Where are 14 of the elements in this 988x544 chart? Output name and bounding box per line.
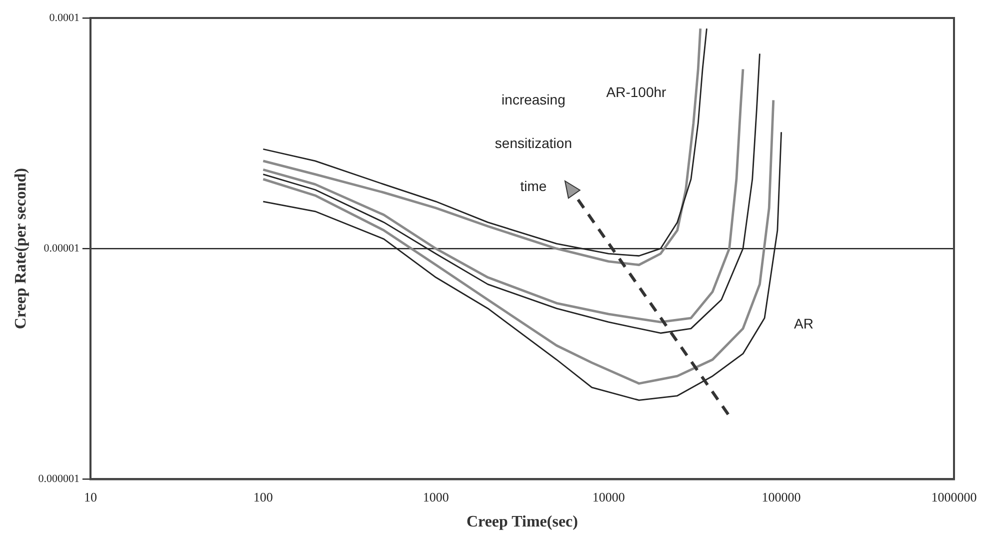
x-tick-label: 1000	[422, 489, 449, 504]
x-tick-label: 100000	[762, 489, 801, 504]
y-tick-label: 0.0001	[49, 12, 80, 24]
text: increasing sensitization time	[494, 91, 572, 194]
x-axis-title: Creep Time(sec)	[466, 514, 578, 531]
x-tick-label: 10	[84, 489, 97, 504]
x-tick-label: 100	[253, 489, 273, 504]
x-tick-label: 10000	[592, 489, 625, 504]
y-tick-label: 0.00001	[44, 242, 80, 254]
x-tick-label: 1000000	[931, 489, 977, 504]
annotation: AR	[794, 316, 814, 332]
y-axis-title: Creep Rate(per second)	[12, 168, 30, 330]
y-tick-label: 0.000001	[38, 473, 80, 486]
annotation: AR-100hr	[606, 84, 667, 100]
